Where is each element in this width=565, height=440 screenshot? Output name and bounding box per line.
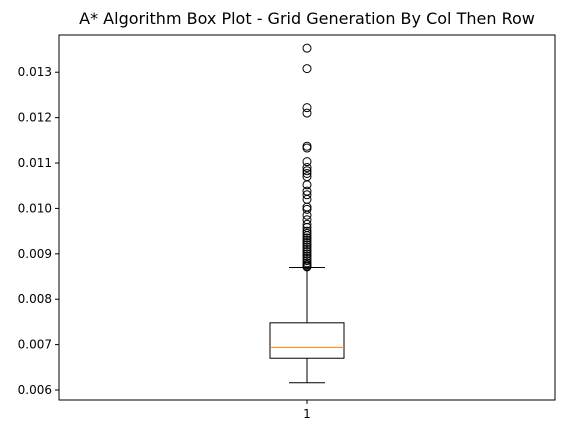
outlier-point <box>302 163 312 173</box>
y-tick-label: 0.007 <box>18 338 52 352</box>
outlier-point <box>302 231 312 241</box>
outlier-point <box>302 143 312 153</box>
y-tick-label: 0.013 <box>18 65 52 79</box>
outlier-point <box>302 249 312 259</box>
outlier-point <box>302 228 312 238</box>
outlier-point <box>302 251 312 261</box>
outlier-point <box>302 240 312 250</box>
plot-frame <box>58 34 556 401</box>
outlier-point <box>302 168 312 178</box>
outlier-point <box>302 157 312 167</box>
outlier-point <box>302 215 312 225</box>
outlier-point <box>302 190 312 200</box>
outlier-point <box>302 233 312 243</box>
y-tick-label: 0.012 <box>18 111 52 125</box>
outlier-point <box>302 194 312 204</box>
y-tick-label: 0.010 <box>18 201 52 215</box>
y-tick-label: 0.011 <box>18 156 52 170</box>
y-tick-label: 0.008 <box>18 292 52 306</box>
chart-title: A* Algorithm Box Plot - Grid Generation … <box>79 9 535 28</box>
outlier-point <box>302 235 312 245</box>
outlier-point <box>302 43 312 53</box>
outlier-point <box>302 247 312 257</box>
outlier-point <box>302 237 312 247</box>
outlier-point <box>302 204 312 214</box>
outlier-point <box>302 141 312 151</box>
y-tick-label: 0.009 <box>18 247 52 261</box>
outlier-point <box>302 256 312 266</box>
plot-axes: 0.006 0.007 0.008 0.009 0.010 0.011 0.012 0.013… <box>18 34 556 421</box>
outlier-point <box>302 210 312 220</box>
outlier-point <box>302 244 312 254</box>
outlier-point <box>302 166 312 176</box>
outlier-point <box>302 262 312 272</box>
outlier-point <box>302 64 312 74</box>
outlier-point <box>302 103 312 113</box>
outlier-point <box>302 180 312 190</box>
outlier-point <box>302 219 312 229</box>
outlier-point <box>302 108 312 118</box>
outlier-point <box>302 242 312 252</box>
iqr-box <box>269 322 345 359</box>
plot-marks <box>269 43 345 384</box>
x-tick-label: 1 <box>303 407 311 421</box>
outlier-point <box>302 226 312 236</box>
y-tick-label: 0.006 <box>18 383 52 397</box>
